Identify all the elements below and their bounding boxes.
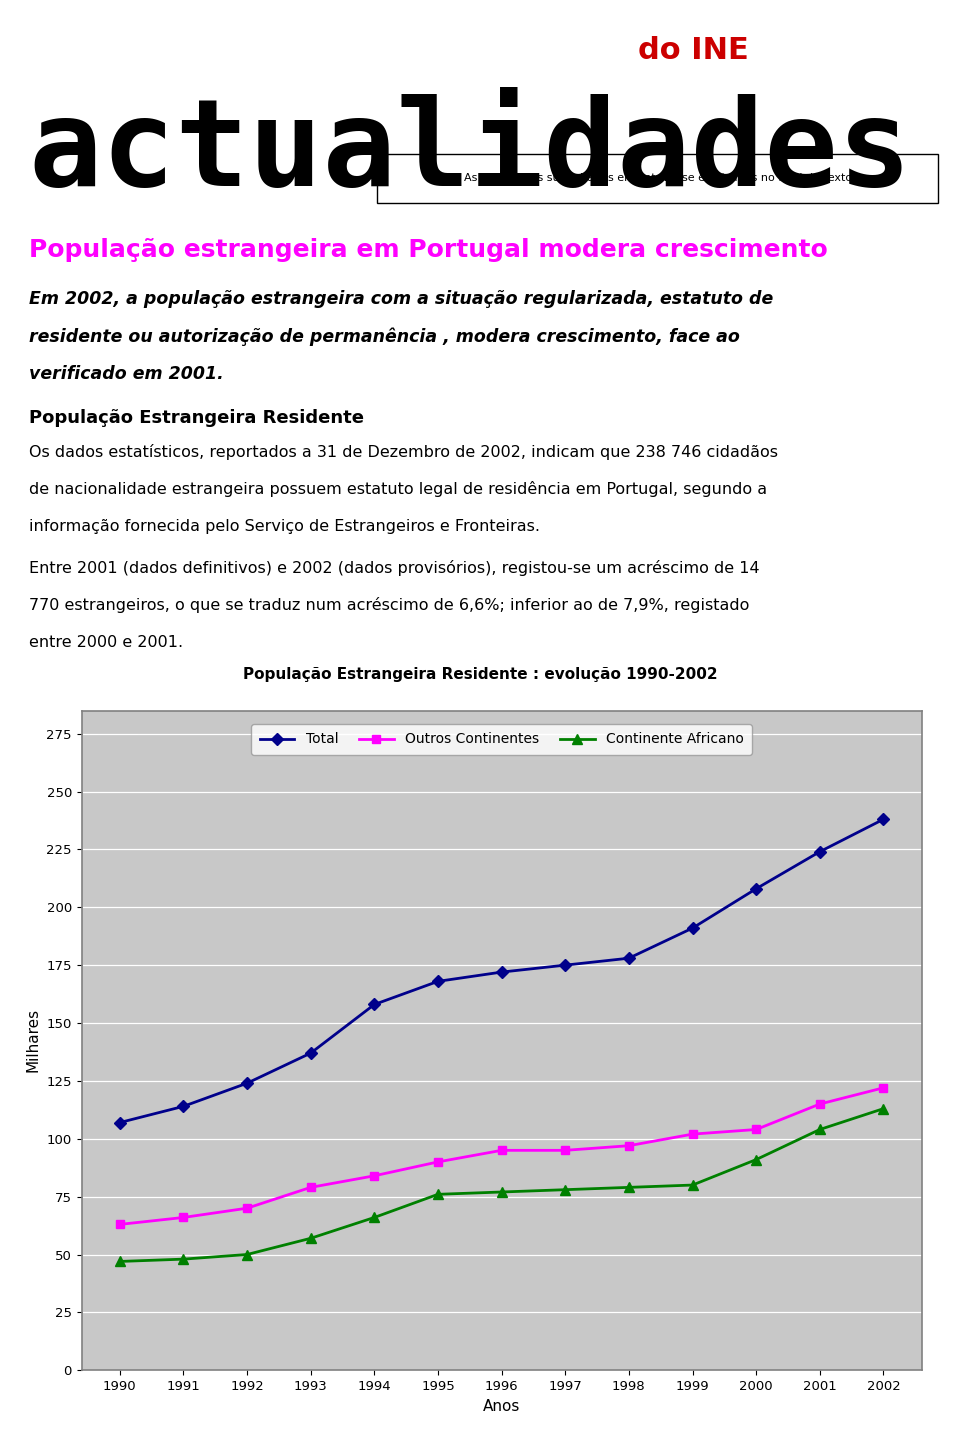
Total: [432, 973, 444, 990]
Text: População Estrangeira Residente: População Estrangeira Residente: [29, 409, 364, 426]
Text: do INE: do INE: [638, 36, 749, 65]
Total: [686, 919, 698, 937]
Outros Continentes: [496, 1141, 508, 1159]
Continente Africano: [178, 1250, 189, 1267]
Total: [241, 1074, 252, 1092]
Continente Africano: [114, 1253, 126, 1270]
Text: verificado em 2001.: verificado em 2001.: [29, 365, 224, 383]
Text: Entre 2001 (dados definitivos) e 2002 (dados provisórios), registou-se um acrésc: Entre 2001 (dados definitivos) e 2002 (d…: [29, 560, 759, 576]
Line: Total: Total: [115, 815, 888, 1127]
Continente Africano: [496, 1183, 508, 1201]
Continente Africano: [814, 1121, 826, 1138]
Outros Continentes: [178, 1209, 189, 1227]
Outros Continentes: [114, 1215, 126, 1232]
Continente Africano: [369, 1209, 380, 1227]
Outros Continentes: [877, 1079, 889, 1096]
Text: 770 estrangeiros, o que se traduz num acréscimo de 6,6%; inferior ao de 7,9%, re: 770 estrangeiros, o que se traduz num ac…: [29, 597, 749, 613]
Total: [178, 1098, 189, 1115]
X-axis label: Anos: Anos: [483, 1399, 520, 1414]
Text: entre 2000 e 2001.: entre 2000 e 2001.: [29, 635, 183, 650]
Continente Africano: [877, 1101, 889, 1118]
Outros Continentes: [686, 1125, 698, 1143]
Continente Africano: [305, 1230, 317, 1247]
Text: informação fornecida pelo Serviço de Estrangeiros e Fronteiras.: informação fornecida pelo Serviço de Est…: [29, 519, 540, 534]
Text: actualidades: actualidades: [29, 94, 912, 212]
Continente Africano: [432, 1186, 444, 1204]
Legend: Total, Outros Continentes, Continente Africano: Total, Outros Continentes, Continente Af…: [252, 724, 752, 754]
Total: [814, 842, 826, 860]
Total: [305, 1044, 317, 1061]
Text: de nacionalidade estrangeira possuem estatuto legal de residência em Portugal, s: de nacionalidade estrangeira possuem est…: [29, 481, 767, 497]
Outros Continentes: [369, 1167, 380, 1185]
Text: As expressões sublinhadas encontram-se explicadas no final do texto: As expressões sublinhadas encontram-se e…: [464, 174, 852, 183]
Continente Africano: [751, 1151, 762, 1169]
Continente Africano: [686, 1176, 698, 1193]
Continente Africano: [241, 1246, 252, 1263]
Text: Em 2002, a população estrangeira com a situação regularizada, estatuto de: Em 2002, a população estrangeira com a s…: [29, 290, 773, 307]
Y-axis label: Milhares: Milhares: [26, 1008, 41, 1073]
Total: [623, 950, 635, 967]
Text: residente ou autorização de permanência , modera crescimento, face ao: residente ou autorização de permanência …: [29, 328, 739, 347]
Continente Africano: [560, 1180, 571, 1198]
Total: [877, 811, 889, 828]
Outros Continentes: [751, 1121, 762, 1138]
Total: [114, 1114, 126, 1131]
Outros Continentes: [241, 1199, 252, 1217]
Text: População Estrangeira Residente : evolução 1990-2002: População Estrangeira Residente : evoluç…: [243, 667, 717, 681]
Continente Africano: [623, 1179, 635, 1196]
Outros Continentes: [623, 1137, 635, 1154]
Total: [496, 963, 508, 980]
Outros Continentes: [305, 1179, 317, 1196]
Outros Continentes: [432, 1153, 444, 1170]
Line: Continente Africano: Continente Africano: [115, 1103, 888, 1266]
Outros Continentes: [814, 1095, 826, 1112]
Total: [560, 957, 571, 974]
Outros Continentes: [560, 1141, 571, 1159]
Text: População estrangeira em Portugal modera crescimento: População estrangeira em Portugal modera…: [29, 238, 828, 262]
Text: Os dados estatísticos, reportados a 31 de Dezembro de 2002, indicam que 238 746 : Os dados estatísticos, reportados a 31 d…: [29, 444, 778, 460]
Total: [751, 880, 762, 898]
Total: [369, 996, 380, 1014]
Line: Outros Continentes: Outros Continentes: [115, 1083, 888, 1228]
